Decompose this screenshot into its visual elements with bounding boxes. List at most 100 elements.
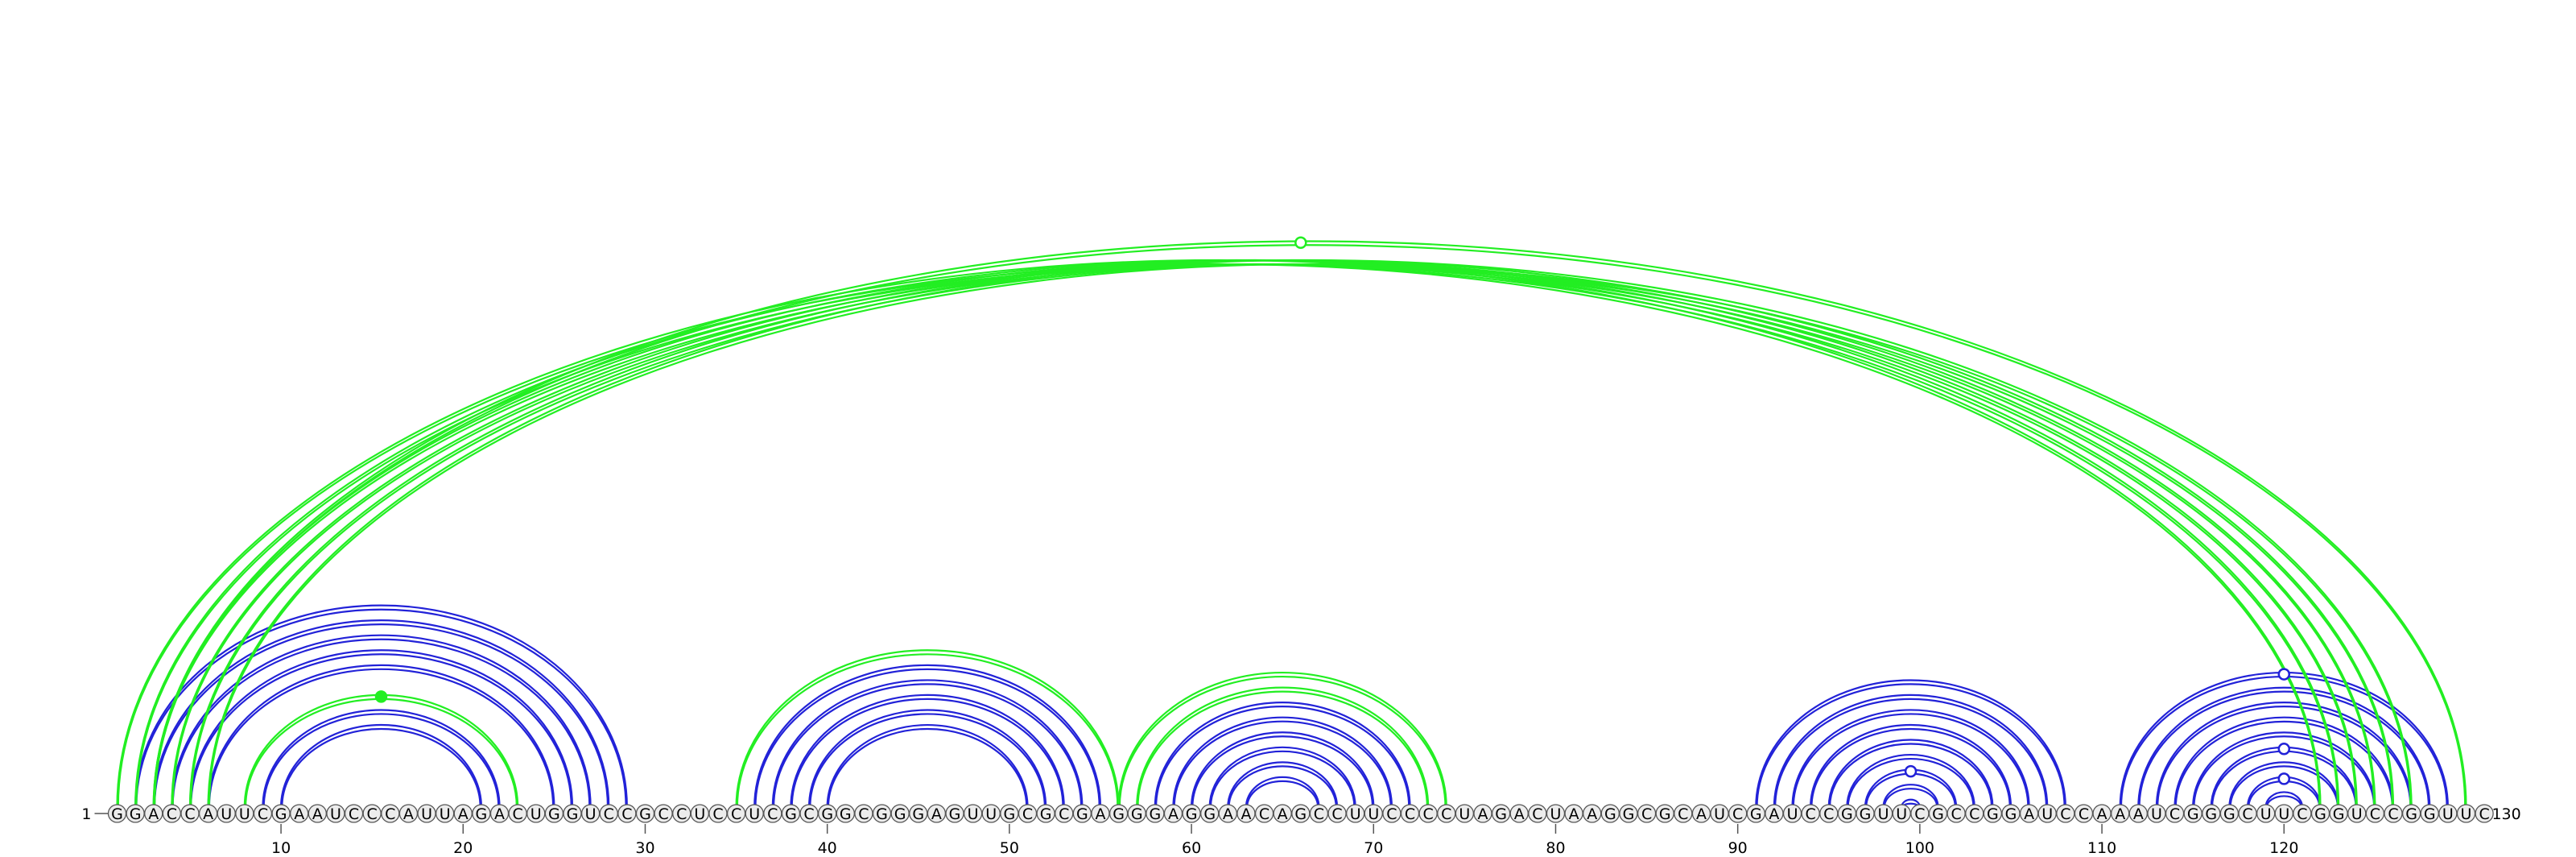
sequence-end-label: 130 [2491, 805, 2520, 823]
arc-4-27-stroke [171, 634, 592, 808]
nucleotide-82: A [1583, 804, 1602, 823]
nucleotide-letter: A [148, 805, 159, 823]
nucleotide-letter: U [2260, 805, 2272, 823]
nucleotide-59: A [1163, 804, 1183, 823]
arc-63-67-stroke [1246, 780, 1319, 808]
nucleotide-letter: U [1368, 805, 1379, 823]
nucleotide-letter: C [712, 805, 723, 823]
nucleotide-letter: G [2405, 805, 2417, 823]
nucleotide-letter: U [968, 805, 979, 823]
nucleotide-105: G [2001, 804, 2021, 823]
nucleotide-letter: C [184, 805, 195, 823]
nucleotide-111: A [2111, 804, 2130, 823]
nucleotide-127: G [2401, 804, 2421, 823]
nucleotide-50: G [1000, 804, 1019, 823]
arc-98-101-stroke [1883, 788, 1938, 808]
nucleotide-91: G [1746, 804, 1765, 823]
nucleotide-29: C [617, 804, 637, 823]
nucleotide-110: A [2092, 804, 2112, 823]
nucleotide-10: G [271, 804, 291, 823]
nucleotide-letter: G [111, 805, 123, 823]
tick-80: 80 [1546, 824, 1566, 857]
nucleotide-98: U [1873, 804, 1893, 823]
arc-115-125 [2192, 731, 2376, 808]
nucleotide-13: U [326, 804, 345, 823]
nucleotide-43: G [872, 804, 892, 823]
tick-label: 70 [1364, 839, 1383, 857]
arc-37-54-stroke [771, 679, 1084, 808]
nucleotide-letter: G [949, 805, 961, 823]
nucleotide-71: C [1382, 804, 1402, 823]
arc-117-123 [2228, 761, 2340, 808]
nucleotide-52: G [1036, 804, 1055, 823]
arc-2-29 [134, 604, 628, 808]
nucleotide-letter: G [1149, 805, 1161, 823]
nucleotide-letter: G [2333, 805, 2345, 823]
tick-90: 90 [1728, 824, 1748, 857]
nucleotide-letter: G [1113, 805, 1125, 823]
nucleotide-128: G [2420, 804, 2439, 823]
nucleotide-letter: A [403, 805, 414, 823]
nucleotide-92: A [1765, 804, 1784, 823]
nucleotide-letter: C [1823, 805, 1834, 823]
nucleotide-letter: C [658, 805, 668, 823]
arc-58-72-stroke [1154, 702, 1411, 808]
nucleotide-letter: U [2041, 805, 2053, 823]
nucleotide-letter: C [1022, 805, 1033, 823]
nucleotide-letter: U [2151, 805, 2162, 823]
nucleotide-109: C [2074, 804, 2094, 823]
nucleotide-101: G [1928, 804, 1948, 823]
nucleotide-34: C [708, 804, 728, 823]
nucleotide-72: C [1400, 804, 1420, 823]
nucleotide-letter: C [858, 805, 869, 823]
nucleotide-24: U [526, 804, 546, 823]
arc-5-26-stroke [188, 649, 574, 808]
nucleotide-76: A [1473, 804, 1492, 823]
nucleotide-103: C [1965, 804, 1984, 823]
arc-91-108 [1755, 679, 2066, 808]
arc-36-55-stroke [754, 668, 1100, 808]
arc-57-73-stroke [1137, 690, 1428, 808]
arc-92-107-stroke [1773, 693, 2049, 808]
nucleotide-letter: C [2388, 805, 2398, 823]
arc-95-104-stroke [1827, 739, 1994, 808]
nucleotide-122: G [2310, 804, 2330, 823]
nucleotide-letter: C [604, 805, 614, 823]
arc-4-27 [171, 634, 592, 808]
nucleotide-letter: C [803, 805, 814, 823]
nucleotide-115: G [2183, 804, 2202, 823]
nucleotide-69: U [1346, 804, 1365, 823]
nucleotide-letter: C [2169, 805, 2180, 823]
nucleotide-129: U [2438, 804, 2458, 823]
arc-112-128-stroke [2137, 686, 2431, 808]
arc-117-123-stroke [2228, 761, 2340, 808]
tick-label: 90 [1728, 839, 1748, 857]
arc-3-130 [152, 240, 2467, 808]
nucleotide-letter: U [1550, 805, 1562, 823]
nucleotide-letter: C [1951, 805, 1961, 823]
nucleotide-letter: G [1604, 805, 1616, 823]
nucleotide-letter: G [2187, 805, 2199, 823]
nucleotide-letter: U [985, 805, 997, 823]
nucleotide-letter: G [785, 805, 797, 823]
arc-3-28 [152, 619, 610, 808]
arc-10-21 [279, 723, 482, 808]
arc-57-73-stroke [1136, 686, 1430, 808]
arc-39-52-stroke [807, 709, 1047, 808]
nucleotide-120: U [2274, 804, 2293, 823]
nucleotide-letter: C [1678, 805, 1688, 823]
arc-59-71 [1172, 716, 1393, 808]
nucleotide-letter: G [1203, 805, 1216, 823]
tick-60: 60 [1182, 824, 1201, 857]
arc-114-126-stroke [2174, 716, 2395, 808]
arc-56-74-stroke [1117, 671, 1447, 808]
nucleotide-61: G [1200, 804, 1220, 823]
nucleotide-15: C [362, 804, 382, 823]
arc-93-106 [1791, 709, 2030, 808]
arc-61-69-stroke [1208, 746, 1356, 808]
nucleotide-56: G [1108, 804, 1129, 823]
nucleotide-36: U [745, 804, 764, 823]
nucleotide-88: A [1691, 804, 1711, 823]
